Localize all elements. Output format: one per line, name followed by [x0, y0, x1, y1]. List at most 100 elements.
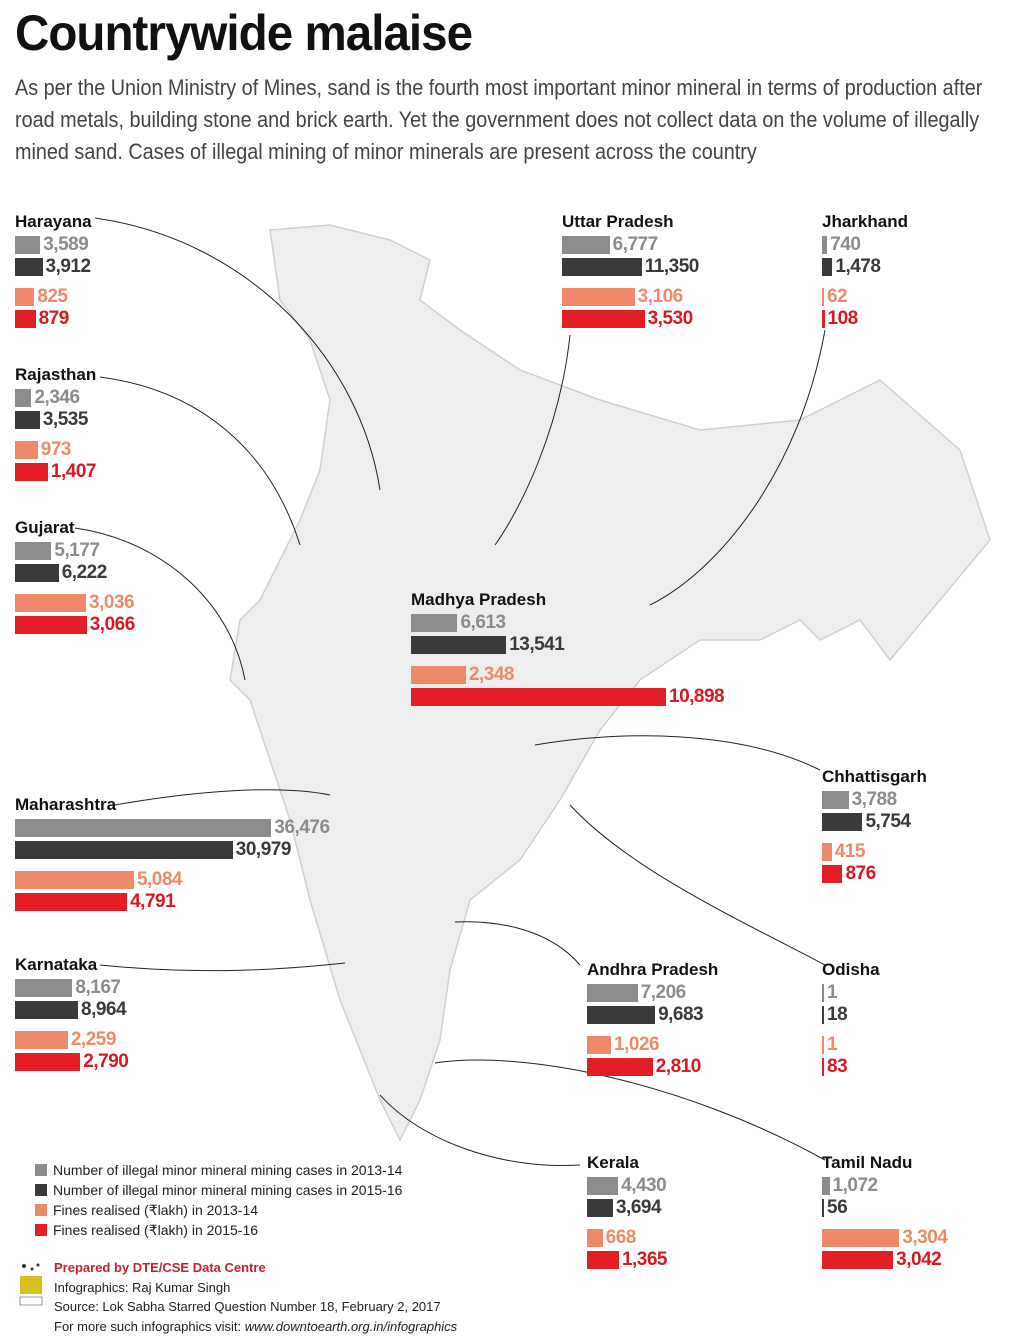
- legend-label: Fines realised (₹lakh) in 2015-16: [53, 1221, 259, 1238]
- bar-row: 825: [15, 286, 92, 308]
- state-panel: Jharkhand 740 1,478 62 108: [822, 212, 908, 330]
- bar-value-label: 2,348: [468, 664, 515, 685]
- bar-row: 668: [587, 1227, 667, 1249]
- bar: [15, 310, 36, 328]
- bar: [15, 594, 87, 612]
- bar-value-label: 3,694: [615, 1197, 662, 1218]
- bar: [15, 979, 73, 997]
- bar: [822, 984, 824, 1002]
- bar: [587, 1006, 656, 1024]
- bar-value-label: 3,106: [637, 286, 684, 307]
- bar-row: 5,754: [822, 811, 927, 833]
- bar: [822, 1036, 824, 1054]
- bar: [822, 310, 825, 328]
- bar-value-label: 5,754: [865, 811, 911, 832]
- legend-item: Number of illegal minor mineral mining c…: [35, 1160, 402, 1180]
- bar: [15, 616, 87, 634]
- bar-value-label: 3,066: [89, 614, 136, 635]
- legend-swatch: [35, 1184, 47, 1196]
- legend-label: Number of illegal minor mineral mining c…: [53, 1162, 403, 1178]
- bar: [411, 688, 666, 706]
- legend: Number of illegal minor mineral mining c…: [35, 1160, 402, 1240]
- bar-value-label: 876: [845, 863, 876, 884]
- legend-item: Number of illegal minor mineral mining c…: [35, 1180, 402, 1200]
- bar-value-label: 825: [37, 286, 68, 307]
- more-info: For more such infographics visit: www.do…: [54, 1317, 457, 1337]
- bar: [562, 258, 642, 276]
- state-panel: Chhattisgarh 3,788 5,754 415 876: [822, 767, 927, 885]
- bar-row: 3,304: [822, 1227, 948, 1249]
- bar: [822, 865, 843, 883]
- bar-row: 2,790: [15, 1051, 129, 1073]
- bar-row: 1: [822, 1034, 880, 1056]
- bar: [15, 819, 272, 837]
- bar-value-label: 2,346: [34, 387, 80, 408]
- bar-row: 879: [15, 308, 92, 330]
- bar-row: 6,777: [562, 234, 699, 256]
- state-panel: Rajasthan 2,346 3,535 973 1,407: [15, 365, 96, 483]
- state-name: Odisha: [822, 960, 880, 979]
- bar: [822, 288, 824, 306]
- bar: [822, 236, 828, 254]
- bar: [15, 542, 52, 560]
- bar: [15, 463, 48, 481]
- bar-row: 3,912: [15, 256, 92, 278]
- bar: [15, 871, 134, 889]
- bar-value-label: 3,530: [647, 308, 694, 329]
- bar-row: 3,530: [562, 308, 699, 330]
- prepared-by: Prepared by DTE/CSE Data Centre: [54, 1260, 266, 1275]
- cse-dte-logo: [19, 1263, 43, 1306]
- state-panel: Andhra Pradesh 7,206 9,683 1,026 2,810: [587, 960, 718, 1078]
- bar: [15, 1001, 79, 1019]
- bar-row: 4,791: [15, 891, 330, 913]
- bar-value-label: 62: [827, 286, 848, 307]
- bar-value-label: 6,777: [612, 234, 659, 255]
- bar-value-label: 5,177: [54, 540, 100, 561]
- legend-label: Number of illegal minor mineral mining c…: [53, 1182, 403, 1198]
- bar-row: 6,222: [15, 562, 135, 584]
- bar-row: 3,694: [587, 1197, 667, 1219]
- bar-value-label: 1,026: [614, 1034, 660, 1055]
- bar-value-label: 3,535: [42, 409, 89, 430]
- bar: [562, 236, 610, 254]
- bar: [411, 636, 507, 654]
- credit: Infographics: Raj Kumar Singh: [54, 1279, 231, 1295]
- bar: [822, 258, 833, 276]
- state-panel: Harayana 3,589 3,912 825 879: [15, 212, 92, 330]
- bar-value-label: 56: [827, 1197, 848, 1218]
- state-name: Karnataka: [15, 955, 98, 974]
- bar-value-label: 3,304: [902, 1227, 948, 1248]
- subtitle: As per the Union Ministry of Mines, sand…: [15, 75, 983, 164]
- bar-value-label: 3,589: [43, 234, 89, 255]
- bar-value-label: 8,964: [81, 999, 127, 1020]
- bar-value-label: 83: [827, 1056, 848, 1077]
- website-link[interactable]: www.downtoearth.org.in/infographics: [244, 1318, 458, 1334]
- bar-value-label: 9,683: [658, 1004, 704, 1025]
- bar-value-label: 8,167: [75, 977, 121, 998]
- legend-label: Fines realised (₹lakh) in 2013-14: [53, 1201, 259, 1218]
- bar-value-label: 4,791: [130, 891, 176, 912]
- state-name: Harayana: [15, 212, 92, 231]
- bar-row: 3,042: [822, 1249, 947, 1271]
- bar: [15, 389, 32, 407]
- bar-value-label: 6,613: [460, 612, 506, 633]
- bar-value-label: 2,810: [655, 1056, 702, 1077]
- state-name: Tamil Nadu: [822, 1153, 913, 1172]
- bar: [15, 1053, 81, 1071]
- bar: [411, 614, 458, 632]
- bar-row: 108: [822, 308, 908, 330]
- legend-item: Fines realised (₹lakh) in 2015-16: [35, 1220, 402, 1240]
- bar-row: 8,964: [15, 999, 128, 1021]
- bar-row: 1: [822, 982, 880, 1004]
- bar: [15, 1031, 68, 1049]
- bar-row: 3,036: [15, 592, 135, 614]
- state-panel: Karnataka 8,167 8,964 2,259 2,790: [15, 955, 129, 1073]
- bar-value-label: 36,476: [274, 817, 330, 838]
- bar: [562, 310, 645, 328]
- bar-row: 3,589: [15, 234, 92, 256]
- bar-row: 1,026: [587, 1034, 718, 1056]
- bar-value-label: 4,430: [621, 1175, 667, 1196]
- bar: [15, 841, 233, 859]
- india-outline: [229, 224, 991, 1142]
